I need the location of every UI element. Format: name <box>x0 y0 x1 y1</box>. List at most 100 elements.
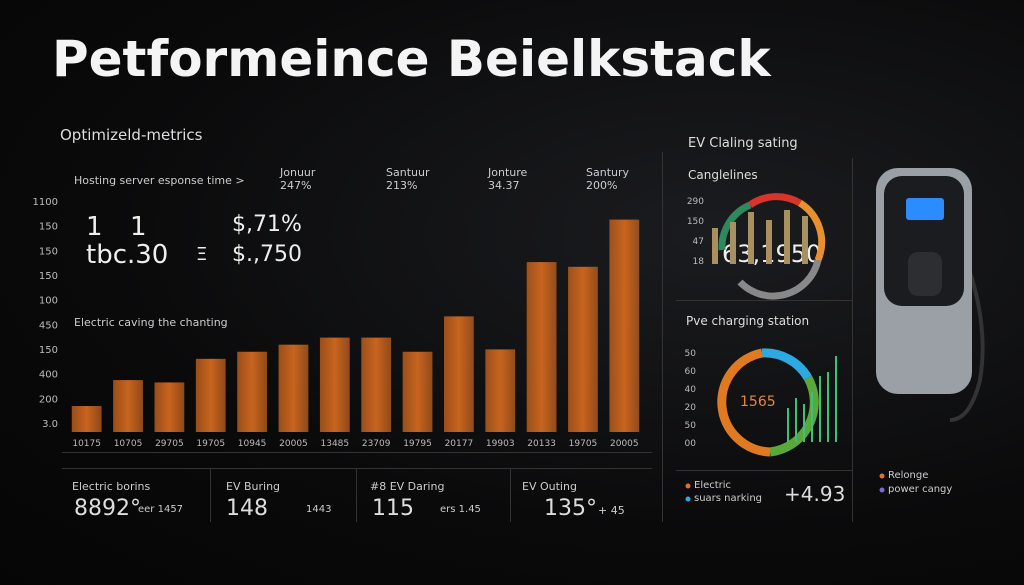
card-label: #8 EV Daring <box>370 480 445 493</box>
side-label: 150 <box>39 246 58 257</box>
panel-subtitle: Canglelines <box>688 168 758 182</box>
card-value: 135° <box>544 496 597 521</box>
x-tick-label: 10945 <box>238 439 267 449</box>
side-label: 450 <box>39 320 58 331</box>
side-label: 47 <box>693 237 704 247</box>
divider <box>676 300 852 301</box>
bar <box>609 219 640 432</box>
card-sub: eer 1457 <box>138 504 184 515</box>
chart-caption: Electric caving the chanting <box>74 316 228 329</box>
mini-bars <box>787 356 837 442</box>
col-value: 247% <box>280 179 312 192</box>
card-label: Electric borins <box>72 480 151 493</box>
card-value: 8892° <box>74 496 141 521</box>
card-value: 148 <box>226 496 268 521</box>
bar <box>154 382 185 432</box>
x-tick-label: 19705 <box>196 439 225 449</box>
x-tick-label: 20133 <box>527 439 556 449</box>
bar <box>71 406 102 432</box>
gauge-arc <box>718 201 752 251</box>
bar <box>568 266 598 432</box>
side-label: 50 <box>685 349 697 359</box>
x-tick-label: 29705 <box>155 439 184 449</box>
bar <box>444 316 474 432</box>
col-value: 213% <box>386 179 418 192</box>
card-sub: + 45 <box>598 504 625 517</box>
divider <box>676 470 852 471</box>
divider <box>356 468 357 522</box>
bar <box>195 358 226 432</box>
title: Petformeince Beielkstack <box>52 30 771 88</box>
big-value: $,71% <box>232 212 302 237</box>
bar <box>485 349 516 432</box>
divider <box>852 158 853 522</box>
divider <box>62 468 652 469</box>
bar <box>402 351 433 432</box>
side-label: 150 <box>39 271 58 282</box>
subtitle: Optimizeld-metrics <box>60 126 203 144</box>
x-tick-label: 23709 <box>362 439 391 449</box>
col-name: Jonture <box>488 166 528 179</box>
side-label: 200 <box>39 394 58 405</box>
x-tick-label: 19903 <box>486 439 515 449</box>
gauge-arc <box>798 200 826 262</box>
panel-value: +4.93 <box>784 482 846 506</box>
bar <box>113 380 143 432</box>
divider <box>210 468 211 522</box>
panel-title: Pve charging station <box>686 314 810 328</box>
gauge-arc <box>747 193 802 208</box>
bar <box>237 351 267 432</box>
x-tick-label: 10175 <box>72 439 101 449</box>
x-tick-label: 19795 <box>403 439 432 449</box>
donut-arc <box>769 375 819 457</box>
side-label: 100 <box>39 296 58 307</box>
big-value: 1 <box>86 212 103 242</box>
col-name: Jonuur <box>280 166 316 179</box>
panel-value: 1565 <box>740 394 776 410</box>
side-label: 50 <box>685 421 697 431</box>
card-sub: 1443 <box>306 504 332 515</box>
divider <box>62 452 652 453</box>
card-label: EV Buring <box>226 480 281 493</box>
side-label: 40 <box>685 385 697 395</box>
col-value: 34.37 <box>488 179 520 192</box>
side-label: 400 <box>39 370 58 381</box>
legend-item: Electric <box>694 480 732 491</box>
bar <box>278 344 309 432</box>
donut <box>717 348 819 457</box>
donut-arc <box>717 348 771 457</box>
bar <box>361 337 392 432</box>
side-label: 3.0 <box>42 419 58 430</box>
x-tick-label: 20005 <box>279 439 308 449</box>
big-value: tbc.30 <box>86 240 169 270</box>
bar <box>526 262 557 432</box>
side-label: 1100 <box>33 197 58 208</box>
big-value: $.,750 <box>232 242 302 267</box>
donut-arc <box>761 348 812 381</box>
side-label: 60 <box>685 367 697 377</box>
divider <box>662 152 663 522</box>
big-value: 1 <box>130 212 147 242</box>
side-label: 18 <box>693 257 705 267</box>
x-tick-label: 13485 <box>321 439 350 449</box>
col-name: Santury <box>586 166 630 179</box>
metric-label: Hosting server esponse time > <box>74 174 245 187</box>
side-label: 150 <box>39 345 58 356</box>
big-value: Ξ <box>196 244 208 265</box>
bar <box>319 337 350 432</box>
card-value: 115 <box>372 496 414 521</box>
legend-item: power cangy <box>888 484 953 495</box>
x-tick-label: 10705 <box>114 439 143 449</box>
col-name: Santuur <box>386 166 430 179</box>
legend-item: suars narking <box>694 493 763 504</box>
gauge-arc <box>737 259 822 300</box>
card-label: EV Outing <box>522 480 577 493</box>
gauge <box>718 193 826 300</box>
col-value: 200% <box>586 179 618 192</box>
x-tick-label: 20005 <box>610 439 639 449</box>
side-label: 20 <box>685 403 697 413</box>
